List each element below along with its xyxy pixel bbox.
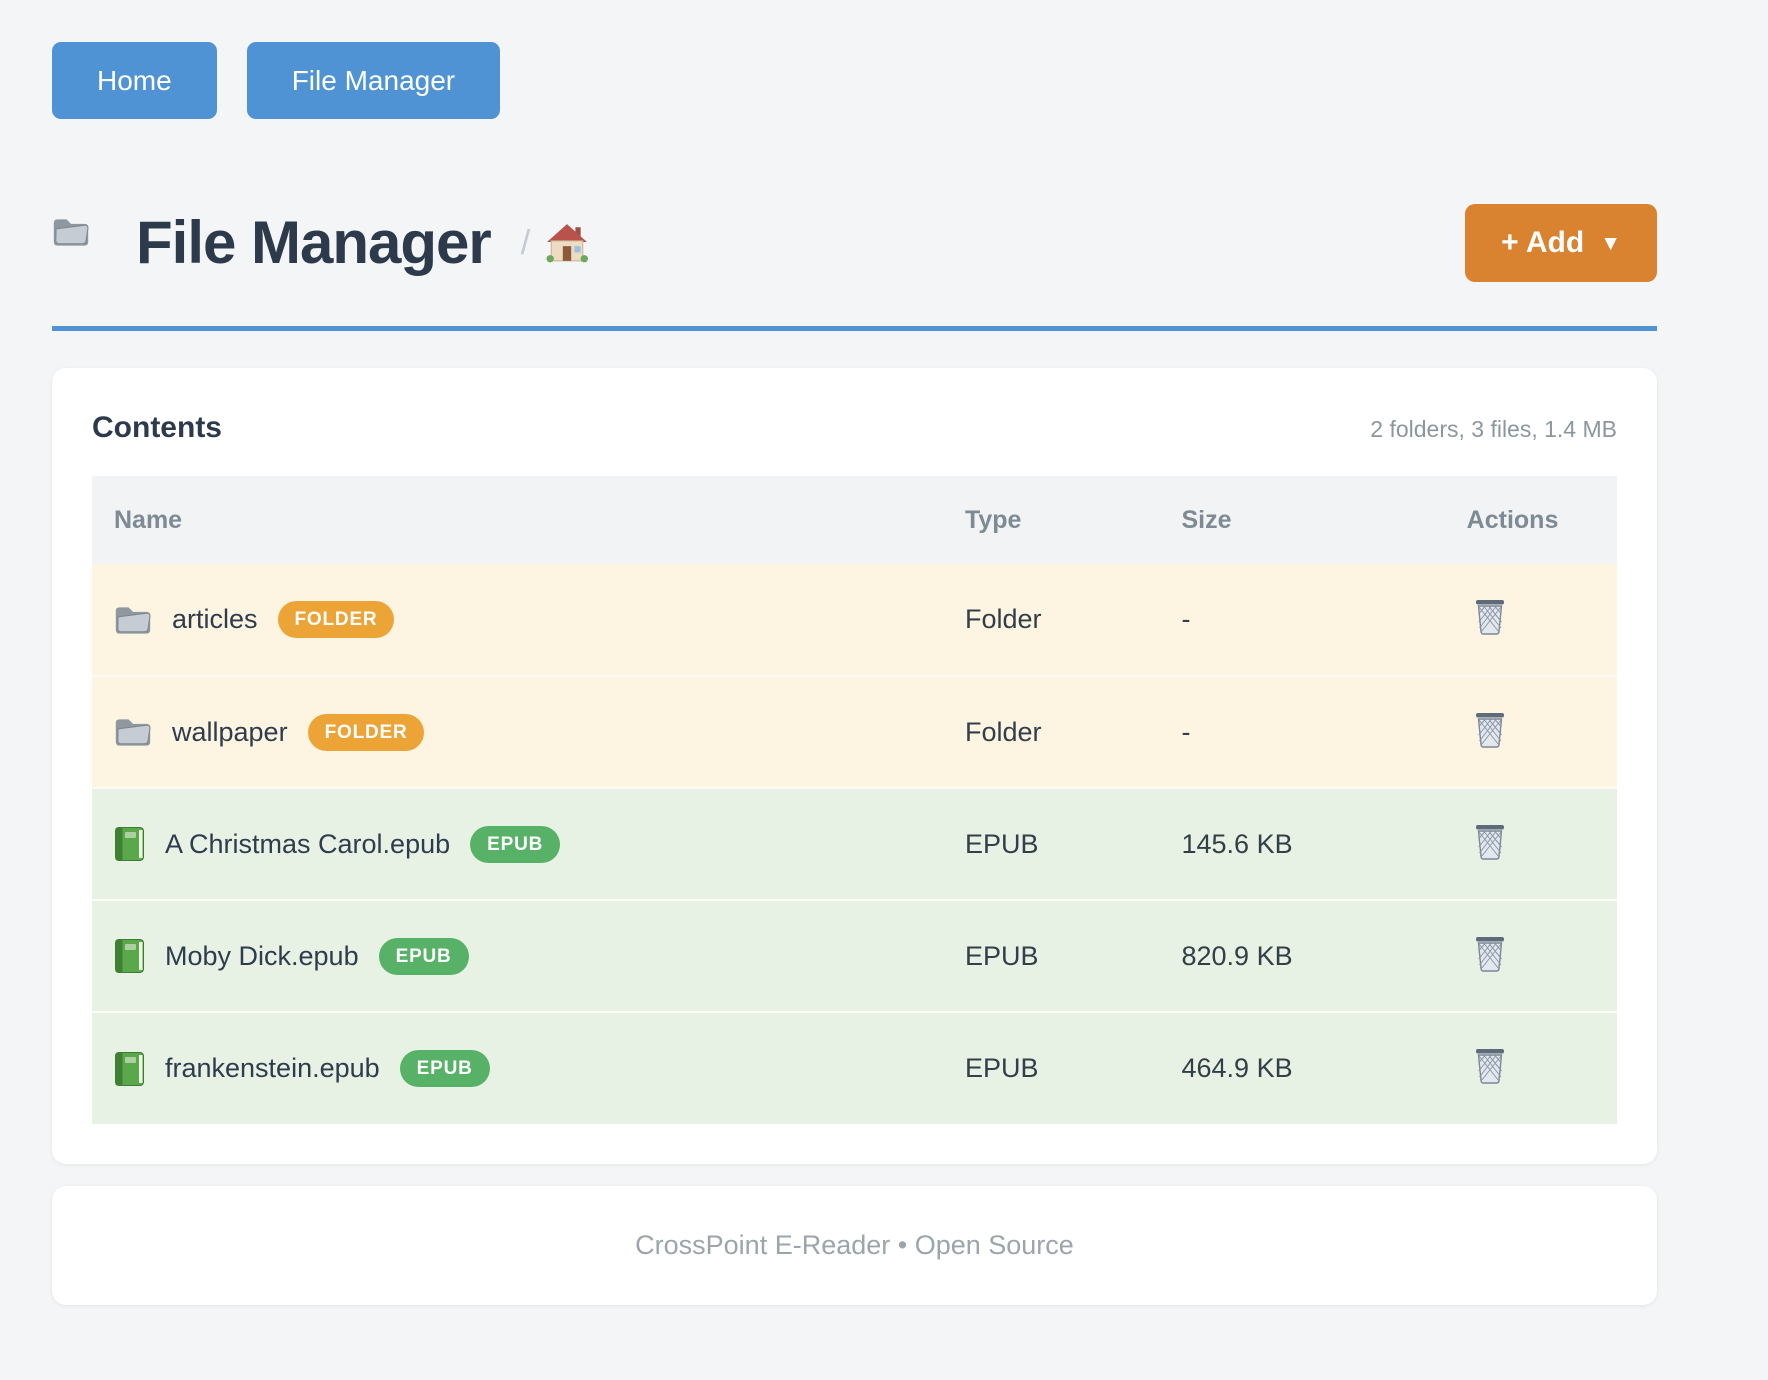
add-button[interactable]: + Add ▼ (1465, 204, 1657, 282)
size-cell: 820.9 KB (1159, 899, 1445, 1012)
column-header-size: Size (1159, 476, 1445, 564)
trash-icon (1473, 934, 1507, 975)
delete-button[interactable] (1473, 710, 1507, 751)
footer: CrossPoint E-Reader • Open Source (52, 1186, 1657, 1305)
epub-badge: EPUB (378, 937, 469, 975)
size-cell: 464.9 KB (1159, 1011, 1445, 1124)
trash-icon (1473, 1046, 1507, 1087)
folder-badge: FOLDER (307, 713, 425, 751)
contents-panel: Contents 2 folders, 3 files, 1.4 MB Name… (52, 368, 1657, 1164)
epub-badge: EPUB (399, 1050, 490, 1087)
delete-button[interactable] (1473, 597, 1507, 638)
nav-file-manager-button[interactable]: File Manager (246, 42, 501, 119)
size-cell: - (1159, 564, 1445, 676)
contents-title: Contents (92, 411, 222, 444)
type-cell: Folder (942, 564, 1160, 676)
file-table: Name Type Size Actions articles FOLDER F… (92, 476, 1617, 1124)
folder-icon (114, 604, 152, 636)
trash-icon (1473, 710, 1507, 751)
table-row: frankenstein.epub EPUB EPUB 464.9 KB (92, 1011, 1617, 1124)
table-row: wallpaper FOLDER Folder - (92, 675, 1617, 788)
type-cell: Folder (942, 675, 1160, 788)
file-name[interactable]: Moby Dick.epub (165, 940, 359, 971)
book-icon (114, 826, 145, 862)
delete-button[interactable] (1473, 1046, 1507, 1087)
file-name[interactable]: wallpaper (172, 716, 288, 747)
nav-home-button[interactable]: Home (52, 42, 217, 119)
footer-text: CrossPoint E-Reader • Open Source (635, 1230, 1074, 1260)
delete-button[interactable] (1473, 934, 1507, 975)
book-icon (114, 938, 145, 974)
file-name[interactable]: articles (172, 604, 258, 634)
folder-icon (52, 216, 114, 270)
chevron-down-icon: ▼ (1600, 231, 1621, 255)
file-name[interactable]: A Christmas Carol.epub (165, 828, 451, 859)
epub-badge: EPUB (470, 825, 561, 863)
table-row: A Christmas Carol.epub EPUB EPUB 145.6 K… (92, 787, 1617, 900)
breadcrumb-separator: / (520, 223, 531, 262)
trash-icon (1473, 597, 1507, 638)
folder-icon (114, 716, 152, 748)
file-name[interactable]: frankenstein.epub (165, 1053, 380, 1083)
table-row: Moby Dick.epub EPUB EPUB 820.9 KB (92, 899, 1617, 1012)
add-button-label: + Add (1501, 226, 1585, 259)
contents-summary: 2 folders, 3 files, 1.4 MB (1370, 416, 1617, 442)
table-row: articles FOLDER Folder - (92, 564, 1617, 676)
size-cell: 145.6 KB (1159, 787, 1445, 900)
breadcrumb-nav: Home File Manager (52, 42, 1657, 119)
column-header-actions: Actions (1444, 476, 1617, 564)
contents-header: Contents 2 folders, 3 files, 1.4 MB (92, 406, 1617, 451)
type-cell: EPUB (942, 1011, 1160, 1124)
type-cell: EPUB (942, 787, 1160, 900)
table-header-row: Name Type Size Actions (92, 476, 1617, 564)
column-header-type: Type (942, 476, 1160, 564)
delete-button[interactable] (1473, 822, 1507, 863)
size-cell: - (1159, 675, 1445, 788)
page-title: File Manager (136, 209, 492, 276)
title-group: File Manager / (52, 209, 589, 276)
type-cell: EPUB (942, 899, 1160, 1012)
folder-badge: FOLDER (277, 601, 395, 638)
page: Home File Manager File Manager / + Add ▼… (52, 0, 1657, 1305)
trash-icon (1473, 822, 1507, 863)
header-divider (52, 326, 1657, 331)
book-icon (114, 1051, 145, 1087)
house-icon[interactable] (546, 222, 589, 264)
page-header: File Manager / + Add ▼ (52, 203, 1657, 283)
column-header-name: Name (92, 476, 943, 564)
